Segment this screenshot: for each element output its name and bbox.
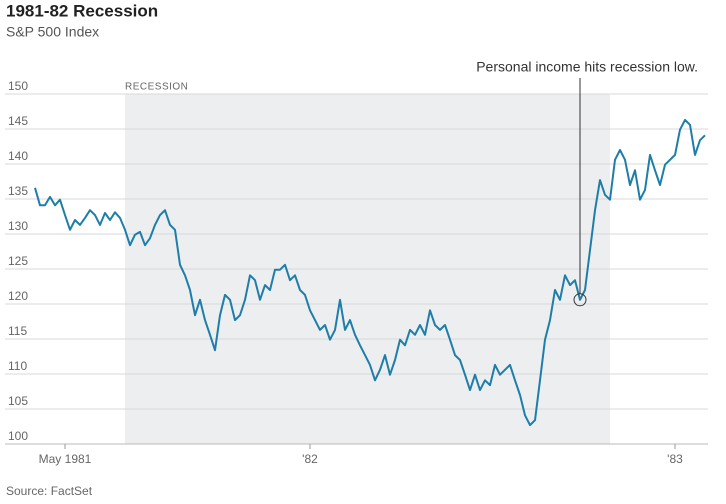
y-tick-label: 135 — [8, 184, 28, 198]
x-tick-label: '83 — [667, 452, 683, 466]
recession-label: RECESSION — [125, 82, 188, 93]
annotation-text: Personal income hits recession low. — [476, 59, 698, 75]
annotation-circle — [573, 293, 587, 307]
y-tick-label: 100 — [8, 429, 28, 443]
y-tick-label: 115 — [8, 324, 27, 338]
x-tick-label: May 1981 — [39, 452, 92, 466]
y-tick-label: 130 — [8, 219, 28, 233]
line-series — [34, 118, 706, 427]
chart-title: 1981-82 Recession — [6, 1, 158, 20]
source: Source: FactSet — [6, 484, 93, 498]
chart-subtitle: S&P 500 Index — [6, 24, 99, 40]
y-tick-label: 120 — [8, 289, 28, 303]
y-tick-label: 105 — [8, 394, 28, 408]
y-tick-label: 150 — [8, 79, 28, 93]
y-tick-label: 125 — [8, 254, 28, 268]
x-tick-label: '82 — [302, 452, 318, 466]
y-tick-label: 145 — [8, 114, 28, 128]
y-tick-label: 140 — [8, 149, 28, 163]
y-tick-label: 110 — [8, 359, 27, 373]
